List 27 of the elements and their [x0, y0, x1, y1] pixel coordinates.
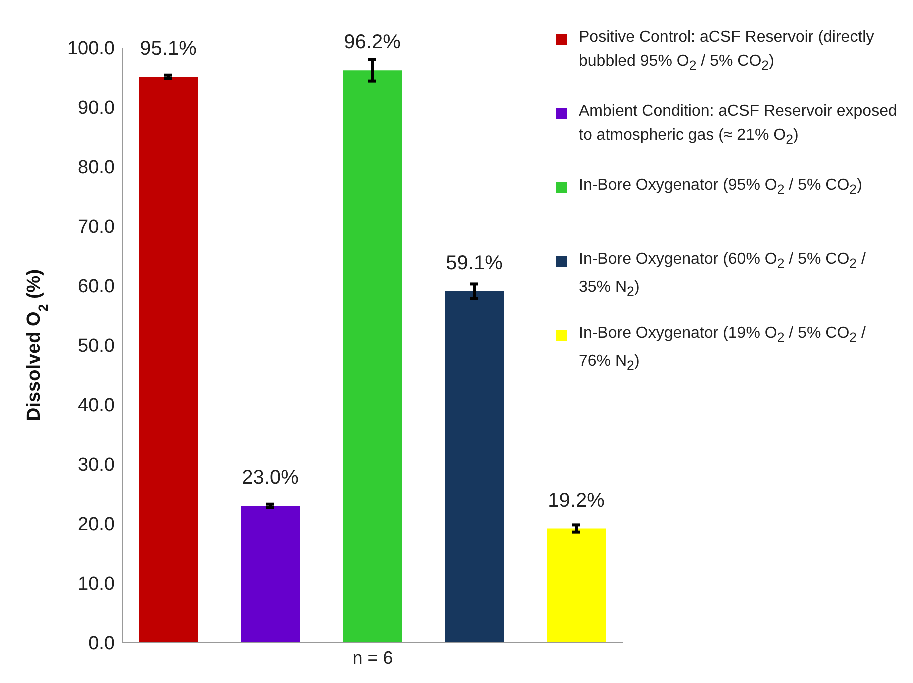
y-tick-label: 30.0: [78, 455, 115, 476]
data-label: 59.1%: [446, 252, 504, 274]
y-tick-label: 20.0: [78, 514, 115, 536]
bar: [241, 506, 300, 643]
text: In-Bore Oxygenator (19% O$_{2}$ / 5% CO$_{2}$ / 76% N$_{2}$): [579, 325, 866, 374]
text: In-Bore Oxygenator (60% O$_{2}$ / 5% CO$_{2}$ / 35% N$_{2}$): [579, 251, 866, 300]
y-tick-label: 90.0: [78, 98, 115, 120]
y-tick-label: 100.0: [67, 38, 115, 60]
legend-label: Ambient Condition: aCSF Reservoir exposed to atmospheric gas (≈ 21% O$_{2}$): [579, 102, 898, 150]
x-tick-label: n = 6: [352, 648, 394, 668]
legend-label: In-Bore Oxygenator (95% O$_{2}$ / 5% CO$_{2}$): [579, 176, 862, 200]
y-tick-label: 70.0: [78, 217, 115, 238]
bar: [139, 77, 198, 643]
bar: [445, 291, 504, 643]
y-tick-label: 50.0: [78, 336, 115, 358]
y-tick-label: 0.0: [88, 634, 115, 655]
bar: [343, 70, 402, 643]
y-tick-label: 60.0: [78, 276, 115, 298]
y-tick-label: 40.0: [78, 396, 115, 417]
data-label: 96.2%: [344, 32, 402, 54]
y-tick-label: 80.0: [78, 158, 115, 179]
data-label: 95.1%: [140, 38, 198, 60]
data-label: 19.2%: [548, 490, 606, 512]
y-tick-label: 10.0: [78, 574, 115, 596]
bar: [547, 528, 606, 643]
legend-label: Positive Control: aCSF Reservoir (directly bubbled 95% O$_{2}$ / 5% CO$_{2}$): [579, 28, 876, 76]
data-label: 23.0%: [242, 467, 300, 490]
